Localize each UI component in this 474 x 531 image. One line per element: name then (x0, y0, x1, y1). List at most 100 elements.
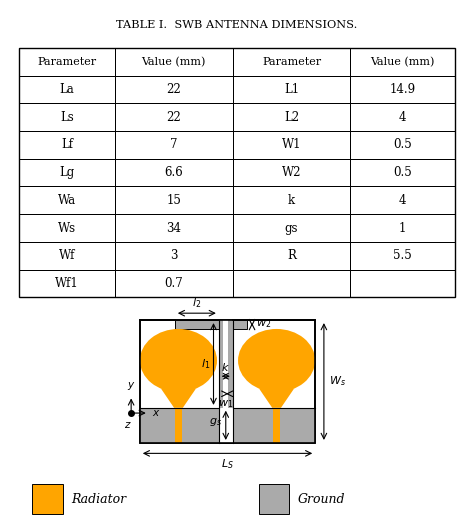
Text: Parameter: Parameter (37, 57, 97, 67)
Text: $l_1$: $l_1$ (201, 357, 210, 371)
Bar (140, 320, 315, 443)
Bar (115, 186, 233, 214)
Text: k: k (288, 194, 295, 207)
Text: Value (mm): Value (mm) (142, 56, 206, 67)
Bar (350, 75, 455, 103)
Bar (233, 320, 247, 329)
Bar (273, 408, 280, 443)
Bar (233, 320, 247, 329)
Bar (140, 320, 315, 443)
Text: Radiator: Radiator (71, 493, 127, 506)
Text: $w_1$: $w_1$ (218, 398, 233, 410)
Text: $L_S$: $L_S$ (221, 457, 234, 470)
Text: 7: 7 (170, 139, 178, 151)
Bar (19, 48, 115, 75)
Text: $k$: $k$ (221, 361, 230, 373)
Text: Ls: Ls (60, 110, 74, 124)
Text: $x$: $x$ (152, 408, 161, 418)
Text: gs: gs (285, 221, 298, 235)
Bar (115, 103, 233, 131)
Text: Ground: Ground (298, 493, 346, 506)
Bar (350, 242, 455, 270)
Ellipse shape (238, 329, 315, 392)
Bar (233, 103, 350, 131)
Bar (233, 186, 350, 214)
Text: $l_2$: $l_2$ (192, 296, 201, 310)
Bar (233, 75, 350, 103)
Bar (219, 320, 233, 443)
Text: R: R (287, 249, 296, 262)
Bar (233, 270, 350, 297)
Bar (233, 242, 350, 270)
Bar (175, 320, 219, 329)
Text: 15: 15 (166, 194, 181, 207)
Bar (115, 270, 233, 297)
Text: 0.5: 0.5 (393, 166, 412, 179)
Polygon shape (259, 389, 294, 408)
Bar (115, 242, 233, 270)
Text: $g_s$: $g_s$ (210, 416, 222, 428)
Text: Lg: Lg (59, 166, 74, 179)
Bar (140, 408, 219, 443)
Bar (115, 131, 233, 159)
Text: La: La (60, 83, 74, 96)
Text: Wa: Wa (58, 194, 76, 207)
Bar (175, 320, 219, 329)
Text: TABLE I.  SWB ANTENNA DIMENSIONS.: TABLE I. SWB ANTENNA DIMENSIONS. (116, 20, 358, 30)
Text: 4: 4 (399, 194, 407, 207)
Text: $y$: $y$ (127, 380, 136, 392)
Text: W1: W1 (282, 139, 301, 151)
Text: 34: 34 (166, 221, 181, 235)
Bar (259, 484, 289, 514)
Text: $z$: $z$ (124, 420, 131, 430)
Bar (115, 48, 233, 75)
Bar (19, 103, 115, 131)
Text: L1: L1 (284, 83, 299, 96)
Text: 3: 3 (170, 249, 178, 262)
Text: 5.5: 5.5 (393, 249, 412, 262)
Bar (115, 75, 233, 103)
Text: 0.5: 0.5 (393, 139, 412, 151)
Bar (233, 214, 350, 242)
Bar (350, 131, 455, 159)
Bar (19, 186, 115, 214)
Bar (350, 214, 455, 242)
Bar (19, 242, 115, 270)
Text: 14.9: 14.9 (390, 83, 416, 96)
Polygon shape (161, 389, 196, 408)
Text: Ws: Ws (58, 221, 76, 235)
Bar (19, 214, 115, 242)
Bar (219, 408, 233, 443)
Bar (233, 159, 350, 186)
Text: W2: W2 (282, 166, 301, 179)
Bar (19, 159, 115, 186)
Bar (350, 186, 455, 214)
Bar (115, 214, 233, 242)
Text: $W_s$: $W_s$ (329, 375, 346, 388)
Text: Wf1: Wf1 (55, 277, 79, 290)
Bar (223, 320, 228, 408)
Bar (19, 75, 115, 103)
Bar (350, 48, 455, 75)
Text: 1: 1 (399, 221, 406, 235)
Bar (350, 103, 455, 131)
Bar (233, 408, 315, 443)
Text: Wf: Wf (59, 249, 75, 262)
Text: 0.7: 0.7 (164, 277, 183, 290)
Bar (19, 131, 115, 159)
Text: Parameter: Parameter (262, 57, 321, 67)
Text: L2: L2 (284, 110, 299, 124)
Bar (115, 159, 233, 186)
Bar (350, 159, 455, 186)
Text: Lf: Lf (61, 139, 73, 151)
Ellipse shape (140, 329, 217, 392)
Bar (175, 408, 182, 443)
Bar (19, 270, 115, 297)
Text: 6.6: 6.6 (164, 166, 183, 179)
Text: 22: 22 (166, 110, 181, 124)
Text: 22: 22 (166, 83, 181, 96)
Bar (32, 484, 63, 514)
Bar (350, 270, 455, 297)
Text: $w_2$: $w_2$ (255, 319, 271, 330)
Bar (233, 131, 350, 159)
